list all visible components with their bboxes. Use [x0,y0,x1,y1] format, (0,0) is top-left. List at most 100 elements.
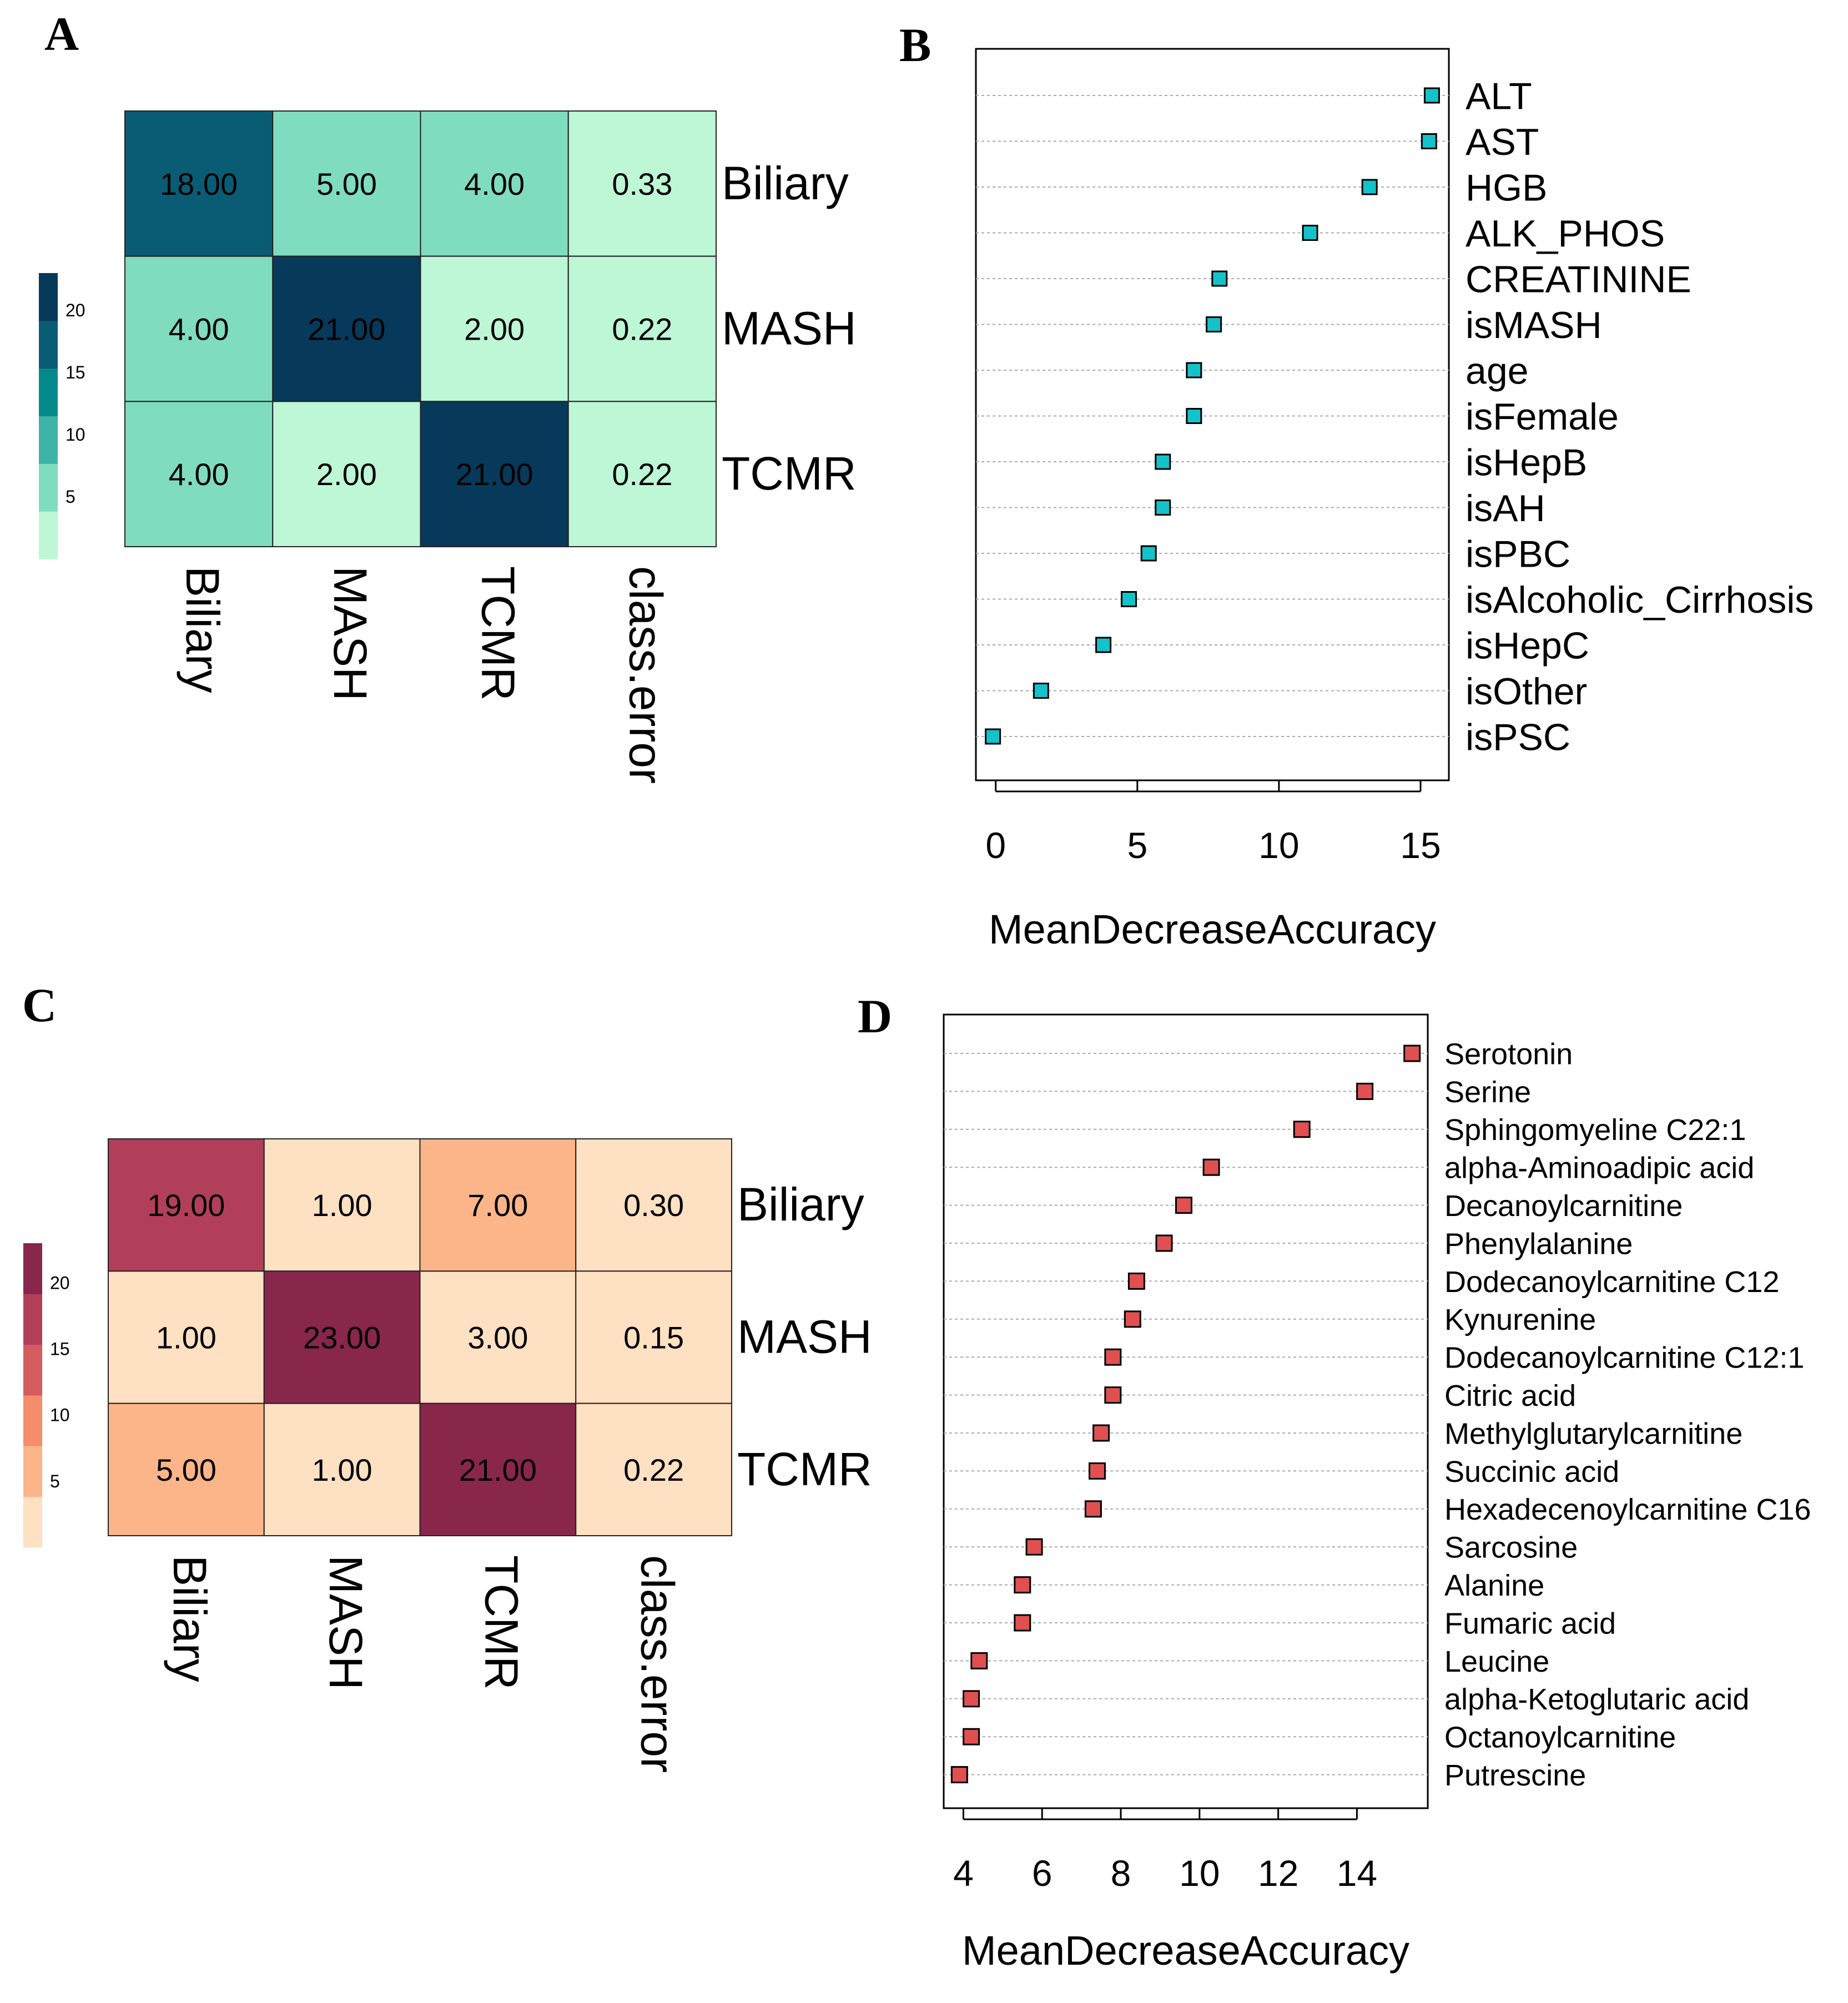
cell-value-label: 5.00 [316,167,377,201]
data-point [1155,1234,1173,1252]
heatmap-cell [124,110,274,257]
data-point [1155,453,1171,470]
heatmap-panel-a: 18.00 5.00 4.00 0.33 4.00 21.00 2.00 0.22 4.00 2.… [39,110,857,784]
data-point [1124,1310,1141,1328]
data-point [1025,1538,1043,1556]
data-point [1014,1576,1031,1594]
x-tick-label: 10 [1179,1853,1220,1894]
data-point [1361,179,1378,195]
variable-label-dodecanoylcarnitine-c12: Dodecanoylcarnitine C12 [1444,1265,1779,1299]
color-key-swatch [23,1395,42,1446]
column-label-tcmr: TCMR [476,1555,528,1690]
x-tick-label: 0 [985,825,1006,866]
cell-value-label: 0.22 [612,312,672,347]
variable-label-ishepc: isHepC [1466,624,1589,667]
row-label-mash: MASH [737,1311,872,1363]
data-point [1127,1272,1145,1290]
heatmap-cell [263,1270,421,1404]
variable-label-octanoylcarnitine: Octanoylcarnitine [1444,1721,1676,1754]
x-tick-label: 8 [1111,1853,1131,1894]
color-key-tick-label: 20 [66,300,85,320]
variable-label-dodecanoylcarnitine-c12-1: Dodecanoylcarnitine C12:1 [1444,1341,1804,1375]
data-point [1120,591,1137,607]
heatmap-cell [108,1270,265,1404]
heatmap-cell [567,401,717,547]
variable-label-leucine: Leucine [1444,1645,1549,1678]
column-label-biliary: Biliary [164,1555,216,1682]
heatmap-cell [108,1402,265,1537]
variable-label-phenylalanine: Phenylalanine [1444,1227,1633,1260]
variable-label-alpha-ketoglutaric-acid: alpha-Ketoglutaric acid [1444,1683,1749,1716]
variable-label-hexadecenoylcarnitine-c16: Hexadecenoylcarnitine C16 [1444,1493,1811,1526]
variable-label-creatinine: CREATININE [1466,258,1691,300]
data-point [1211,270,1228,287]
cell-value-label: 23.00 [303,1320,381,1355]
cell-value-label: 21.00 [456,457,533,492]
heatmap-cell [567,255,717,402]
color-key-swatch [39,320,58,369]
variable-label-citric-acid: Citric acid [1444,1379,1576,1412]
data-point [1293,1121,1311,1138]
cell-value-label: 5.00 [156,1452,216,1487]
column-label-mash: MASH [324,566,376,701]
heatmap-cell [419,1138,577,1272]
plot-frame [943,1013,1429,1809]
heatmap-cell [272,110,421,257]
cell-value-label: 1.00 [312,1452,372,1487]
heatmap-cell [575,1138,732,1272]
variable-label-serotonin: Serotonin [1444,1037,1573,1071]
data-point [1421,133,1437,149]
data-point [963,1690,980,1708]
x-tick-label: 15 [1400,825,1441,866]
heatmap-cell [420,110,569,257]
color-key-swatch [23,1496,42,1548]
color-key-tick-label: 5 [50,1471,60,1491]
data-point [1423,87,1440,104]
variable-label-methylglutarylcarnitine: Methylglutarylcarnitine [1444,1417,1743,1450]
color-key-swatch [39,511,58,559]
x-tick-label: 12 [1258,1853,1298,1894]
x-tick-label: 14 [1337,1853,1377,1894]
data-point [963,1728,980,1745]
variable-label-hgb: HGB [1466,167,1547,209]
data-point [950,1766,968,1784]
variable-label-isfemale: isFemale [1466,396,1619,438]
plot-frame [975,48,1450,781]
cell-value-label: 21.00 [308,312,385,347]
variable-label-alk-phos: ALK_PHOS [1466,213,1665,255]
heatmap-cell [272,255,421,402]
heatmap-cell [567,110,717,257]
cell-value-label: 1.00 [156,1320,216,1355]
color-key-tick-label: 15 [50,1339,70,1359]
data-point [1155,500,1171,516]
data-point [1104,1348,1122,1366]
data-point [970,1652,988,1669]
data-point [985,728,1001,745]
column-label-biliary: Biliary [177,566,229,693]
x-axis-title: MeanDecreaseAccuracy [989,906,1436,952]
variable-label-ast: AST [1466,121,1539,163]
x-tick-label: 6 [1032,1853,1053,1894]
variable-label-alt: ALT [1466,75,1532,117]
cell-value-label: 7.00 [467,1188,528,1223]
data-point [1095,637,1112,653]
column-label-class-error: class.error [631,1555,683,1773]
heatmap-cell [124,255,274,402]
color-key-tick-label: 10 [50,1405,70,1425]
data-point [1092,1424,1110,1442]
cell-value-label: 4.00 [464,167,525,201]
data-point [1202,1158,1220,1176]
cell-value-label: 19.00 [147,1188,225,1223]
x-tick-label: 10 [1258,825,1299,866]
dotplot-panel-d: Serotonin Serine Sphingomyeline C22:1 alpha… [943,1013,1811,1974]
variable-label-kynurenine: Kynurenine [1444,1303,1596,1336]
row-label-biliary: Biliary [722,157,849,209]
cell-value-label: 1.00 [312,1188,372,1223]
variable-label-ismash: isMASH [1466,304,1602,346]
cell-value-label: 4.00 [169,312,229,347]
variable-label-succinic-acid: Succinic acid [1444,1455,1619,1489]
data-point [1104,1386,1122,1404]
heatmap-cell [108,1138,265,1272]
heatmap-cell [575,1402,732,1537]
data-point [1014,1614,1031,1632]
